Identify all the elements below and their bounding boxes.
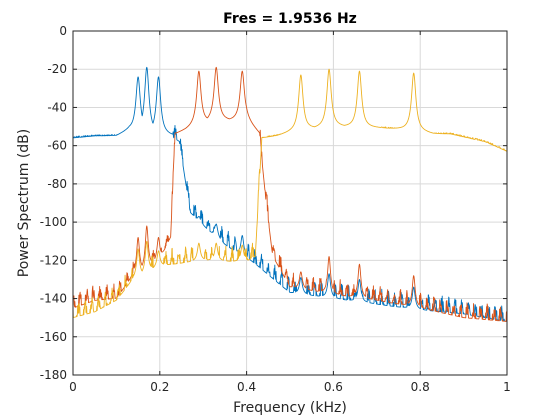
x-tick-label: 0.4 <box>237 380 256 394</box>
axes-box <box>72 30 508 376</box>
y-axis-title: Power Spectrum (dB) <box>16 129 32 277</box>
y-tick-label: -140 <box>40 292 67 306</box>
y-tick-label: -60 <box>47 139 67 153</box>
y-tick-label: -20 <box>47 62 67 76</box>
y-tick-label: 0 <box>59 24 67 38</box>
y-tick-label: -120 <box>40 253 67 267</box>
x-axis-title: Frequency (kHz) <box>233 400 347 416</box>
x-tick-label: 0.2 <box>150 380 169 394</box>
spectrum-series-line <box>72 66 508 322</box>
axes-background <box>73 31 507 375</box>
y-tick-label: -80 <box>47 177 67 191</box>
chart-title: Fres = 1.9536 Hz <box>223 11 357 27</box>
x-tick-label: 0.8 <box>411 380 430 394</box>
x-tick-label: 0.6 <box>324 380 343 394</box>
y-tick-label: -40 <box>47 100 67 114</box>
x-tick-label: 1 <box>503 380 511 394</box>
series-layer <box>72 66 508 322</box>
x-tick-label: 0 <box>69 380 77 394</box>
spectrum-series-line <box>72 68 508 318</box>
ticks: 0 0.2 0.4 0.6 0.8 1 -180 -160 -140 -120 -100 -80 -60… <box>40 24 511 394</box>
plot-area: 0 0.2 0.4 0.6 0.8 1 -180 -160 -140 -120 -100 -80 -60… <box>40 24 511 394</box>
grid <box>72 30 508 376</box>
y-tick-label: -100 <box>40 215 67 229</box>
y-tick-label: -180 <box>40 368 67 382</box>
y-tick-label: -160 <box>40 330 67 344</box>
